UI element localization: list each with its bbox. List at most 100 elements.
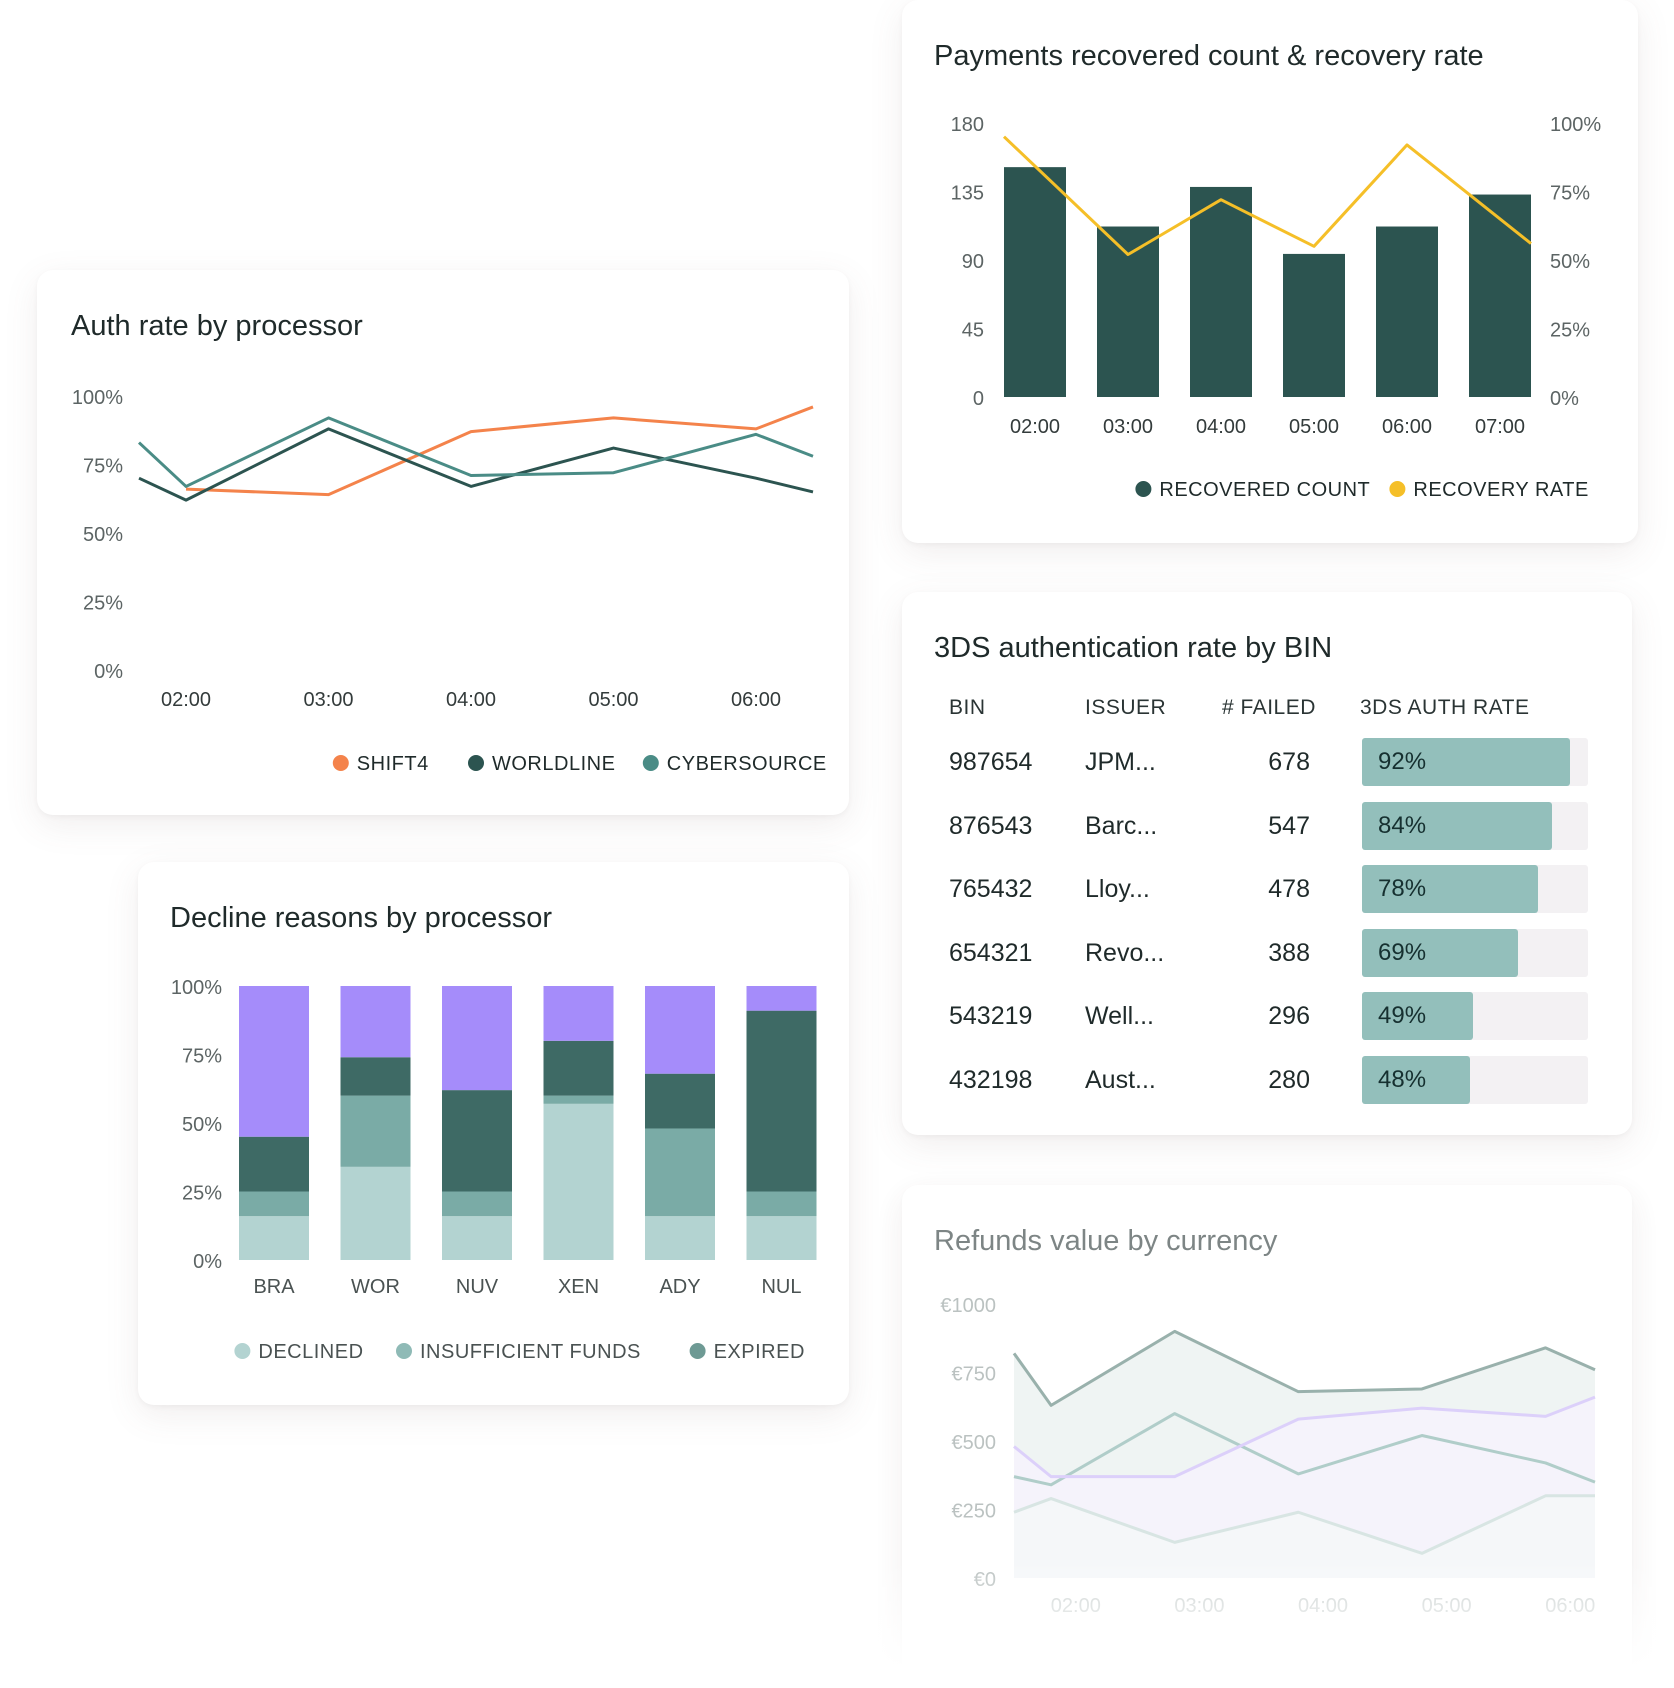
rate-bar-track: 78% (1362, 865, 1588, 913)
y-tick-label: €1000 (940, 1295, 996, 1317)
series-line-shift4 (185, 405, 814, 497)
rate-bar-track: 84% (1362, 801, 1588, 850)
legend-dot-declined (234, 1343, 251, 1359)
refunds-chart: €1000 €750 €500 €250 €0 02:00 03:00 04:00 05:00 0… (940, 1295, 1596, 1688)
bar-segment-expired (340, 1057, 411, 1096)
bar-segment-declined (340, 1166, 411, 1260)
bar-segment-declined (645, 1216, 715, 1260)
legend-dot-usd (1223, 1668, 1240, 1684)
x-tick-label: 03:00 (1103, 416, 1153, 438)
series-line-usd (1012, 1329, 1596, 1407)
x-tick-label: 03:00 (1174, 1595, 1224, 1617)
rate-bar-label: 92% (1378, 748, 1427, 775)
y-tick-label: 135 (951, 183, 984, 205)
y-tick-label: 0 (973, 388, 984, 410)
rate-bar-fill (1362, 865, 1539, 913)
cell-bin: 654321 (949, 938, 1033, 967)
x-tick-label: 04:00 (1298, 1595, 1348, 1617)
y-tick-label: 100% (171, 977, 222, 999)
legend-label: GBP (1343, 1666, 1387, 1688)
legend-dot-shift4 (332, 755, 349, 771)
table-header-rate: 3DS AUTH RATE (1360, 696, 1530, 719)
x-tick-label: BRA (253, 1276, 295, 1298)
rate-bar-label: 69% (1378, 938, 1427, 966)
series-line-recovery-rate (1002, 135, 1532, 257)
y-tick-label: 75% (182, 1046, 222, 1068)
cell-failed: 478 (1268, 875, 1310, 903)
rate-bar-label: 49% (1378, 1002, 1427, 1029)
y2-tick-label: 75% (1550, 183, 1590, 205)
y2-tick-label: 50% (1550, 251, 1590, 273)
series-line-eur (1013, 1395, 1596, 1479)
legend-label: USD (1248, 1666, 1292, 1688)
auth-rate-card: Auth rate by processor 100% 75% 50% 25% 0% 02… (37, 270, 849, 815)
cell-failed: 388 (1268, 938, 1310, 967)
rate-bar-fill (1362, 992, 1473, 1040)
bar-recovered-count (1190, 186, 1252, 397)
series-line-aud (1013, 1494, 1595, 1555)
rate-bar-track: 48% (1362, 1055, 1588, 1104)
y2-tick-label: 0% (1550, 388, 1579, 410)
cell-bin: 987654 (949, 748, 1033, 776)
x-tick-label: 04:00 (1196, 416, 1246, 438)
bar-segment-top-segment (645, 986, 715, 1074)
series-line-worldline (138, 427, 814, 502)
bin-table-card: 3DS authentication rate by BIN BIN ISSUE… (902, 592, 1632, 1135)
x-tick-label: 04:00 (446, 689, 496, 711)
y-tick-label: 0% (94, 661, 123, 683)
bar-segment-expired (442, 1090, 512, 1192)
bar-segment-declined (239, 1216, 309, 1260)
bar-segment-top-segment (543, 986, 614, 1041)
y-tick-label: 90 (962, 251, 984, 273)
y-tick-label: 0% (193, 1251, 222, 1273)
x-tick-label: 05:00 (1289, 416, 1339, 438)
bar-segment-expired (239, 1136, 309, 1192)
table-row: 876543 Barc... 547 84% (902, 801, 1642, 852)
bin-table-title: 3DS authentication rate by BIN (934, 632, 1333, 664)
y-tick-label: 50% (182, 1114, 222, 1136)
recovered-card: Payments recovered count & recovery rate… (902, 0, 1638, 543)
cell-bin: 543219 (949, 1002, 1033, 1030)
y-tick-label: 45 (962, 320, 984, 342)
table-header-bin: BIN (949, 696, 986, 719)
x-tick-label: 02:00 (161, 689, 211, 711)
x-tick-label: 06:00 (731, 689, 781, 711)
rate-bar-fill (1362, 738, 1570, 786)
y-tick-label: €500 (952, 1432, 997, 1454)
legend-dot-insufficient-funds (396, 1343, 412, 1359)
rate-bar-track: 92% (1362, 738, 1588, 786)
bar-segment-insufficient-funds (746, 1191, 817, 1217)
x-tick-label: 02:00 (1010, 416, 1060, 438)
refunds-title: Refunds value by currency (934, 1225, 1278, 1257)
y-tick-label: €0 (974, 1569, 996, 1591)
bar-segment-insufficient-funds (239, 1191, 309, 1217)
legend-label: RECOVERY RATE (1413, 479, 1588, 501)
series-line-cybersource (137, 416, 814, 488)
cell-issuer: Barc... (1085, 811, 1158, 840)
legend-label: RECOVERED COUNT (1159, 479, 1370, 501)
bar-segment-insufficient-funds (543, 1095, 614, 1104)
legend-dot-worldline (468, 755, 484, 771)
y2-tick-label: 100% (1550, 114, 1601, 136)
y-tick-label: €750 (952, 1364, 997, 1386)
table-row: 543219 Well... 296 49% (902, 992, 1642, 1042)
y-tick-label: 75% (83, 456, 123, 478)
cell-bin: 876543 (949, 811, 1033, 840)
x-tick-label: NUL (761, 1276, 801, 1298)
x-tick-label: ADY (659, 1276, 700, 1298)
cell-bin: 432198 (949, 1065, 1033, 1094)
bar-recovered-count (1097, 226, 1159, 397)
legend-dot-recovery-rate (1389, 481, 1406, 497)
legend-label: EUR (1439, 1666, 1483, 1688)
legend-dot-recovered-count (1135, 481, 1152, 497)
y-tick-label: €250 (952, 1501, 997, 1523)
cell-failed: 678 (1268, 748, 1310, 776)
cell-issuer: Revo... (1085, 938, 1165, 967)
y-tick-label: 25% (83, 593, 123, 615)
table-row: 765432 Lloy... 478 78% (902, 865, 1642, 915)
bar-segment-declined (746, 1216, 817, 1260)
rate-bar-fill (1362, 1055, 1471, 1104)
rate-bar-track: 49% (1362, 992, 1588, 1040)
rate-bar-fill (1362, 928, 1518, 977)
bar-segment-insufficient-funds (442, 1191, 512, 1217)
